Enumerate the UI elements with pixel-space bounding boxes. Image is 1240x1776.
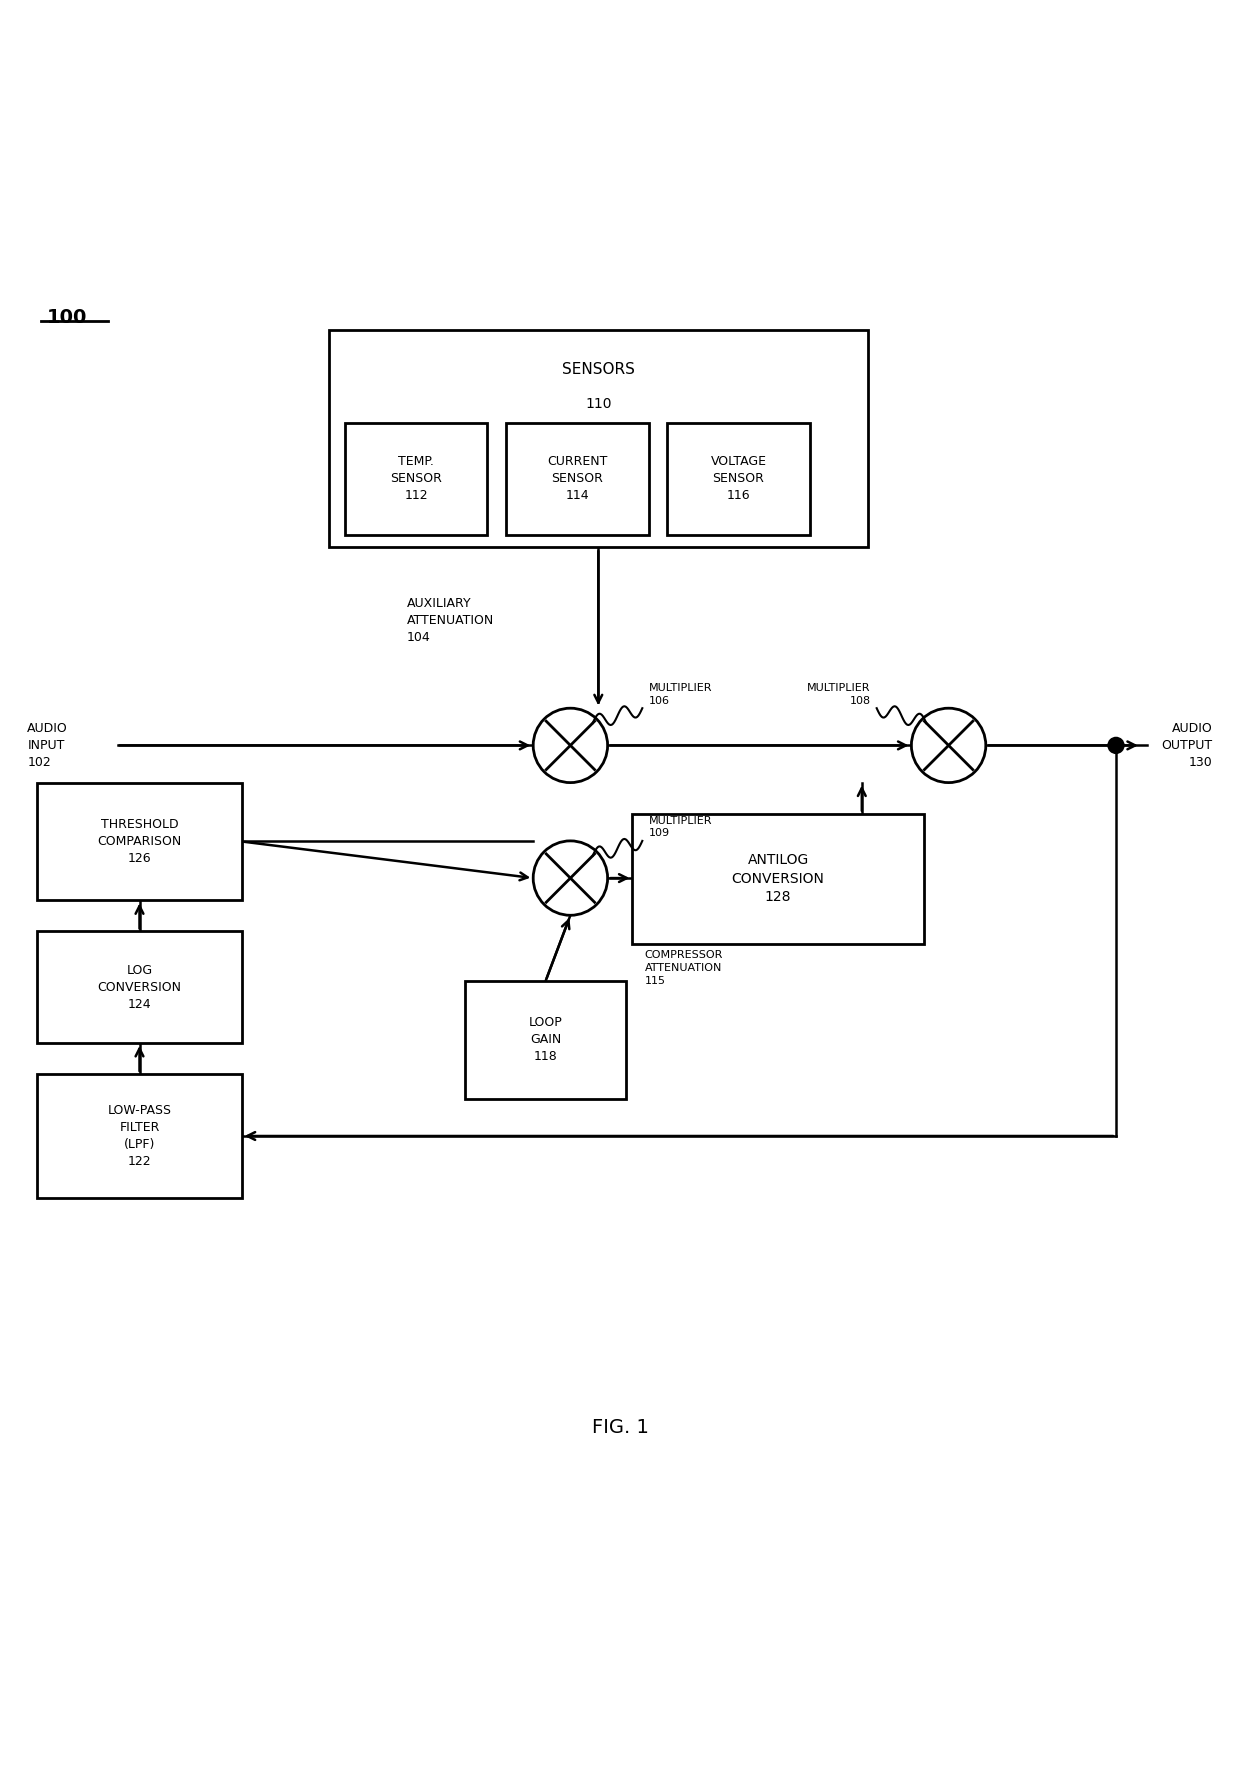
FancyBboxPatch shape [632, 813, 924, 943]
Circle shape [1107, 737, 1125, 755]
FancyBboxPatch shape [37, 931, 242, 1043]
Text: AUDIO
INPUT
102: AUDIO INPUT 102 [27, 721, 68, 769]
Text: THRESHOLD
COMPARISON
126: THRESHOLD COMPARISON 126 [98, 819, 181, 865]
FancyBboxPatch shape [329, 330, 868, 547]
Circle shape [533, 709, 608, 783]
Text: 100: 100 [47, 307, 88, 327]
Text: MULTIPLIER
108: MULTIPLIER 108 [807, 684, 870, 705]
Text: AUDIO
OUTPUT
130: AUDIO OUTPUT 130 [1162, 721, 1213, 769]
Circle shape [533, 840, 608, 915]
Text: LOG
CONVERSION
124: LOG CONVERSION 124 [98, 964, 181, 1011]
FancyBboxPatch shape [465, 980, 626, 1099]
Text: SENSORS: SENSORS [562, 362, 635, 377]
Text: ANTILOG
CONVERSION
128: ANTILOG CONVERSION 128 [732, 852, 825, 904]
FancyBboxPatch shape [37, 1074, 242, 1199]
Text: VOLTAGE
SENSOR
116: VOLTAGE SENSOR 116 [711, 455, 766, 503]
Text: MULTIPLIER
106: MULTIPLIER 106 [649, 684, 712, 705]
Text: LOW-PASS
FILTER
(LPF)
122: LOW-PASS FILTER (LPF) 122 [108, 1105, 171, 1169]
Text: CURRENT
SENSOR
114: CURRENT SENSOR 114 [547, 455, 608, 503]
Text: LOOP
GAIN
118: LOOP GAIN 118 [528, 1016, 563, 1064]
FancyBboxPatch shape [37, 783, 242, 900]
Text: FIG. 1: FIG. 1 [591, 1417, 649, 1437]
FancyBboxPatch shape [345, 423, 487, 535]
Text: 110: 110 [585, 398, 611, 412]
Circle shape [911, 709, 986, 783]
FancyBboxPatch shape [506, 423, 649, 535]
Text: COMPRESSOR
ATTENUATION
115: COMPRESSOR ATTENUATION 115 [645, 950, 723, 986]
FancyBboxPatch shape [667, 423, 810, 535]
Text: MULTIPLIER
109: MULTIPLIER 109 [649, 815, 712, 838]
Text: TEMP.
SENSOR
112: TEMP. SENSOR 112 [391, 455, 441, 503]
Text: AUXILIARY
ATTENUATION
104: AUXILIARY ATTENUATION 104 [407, 597, 494, 643]
